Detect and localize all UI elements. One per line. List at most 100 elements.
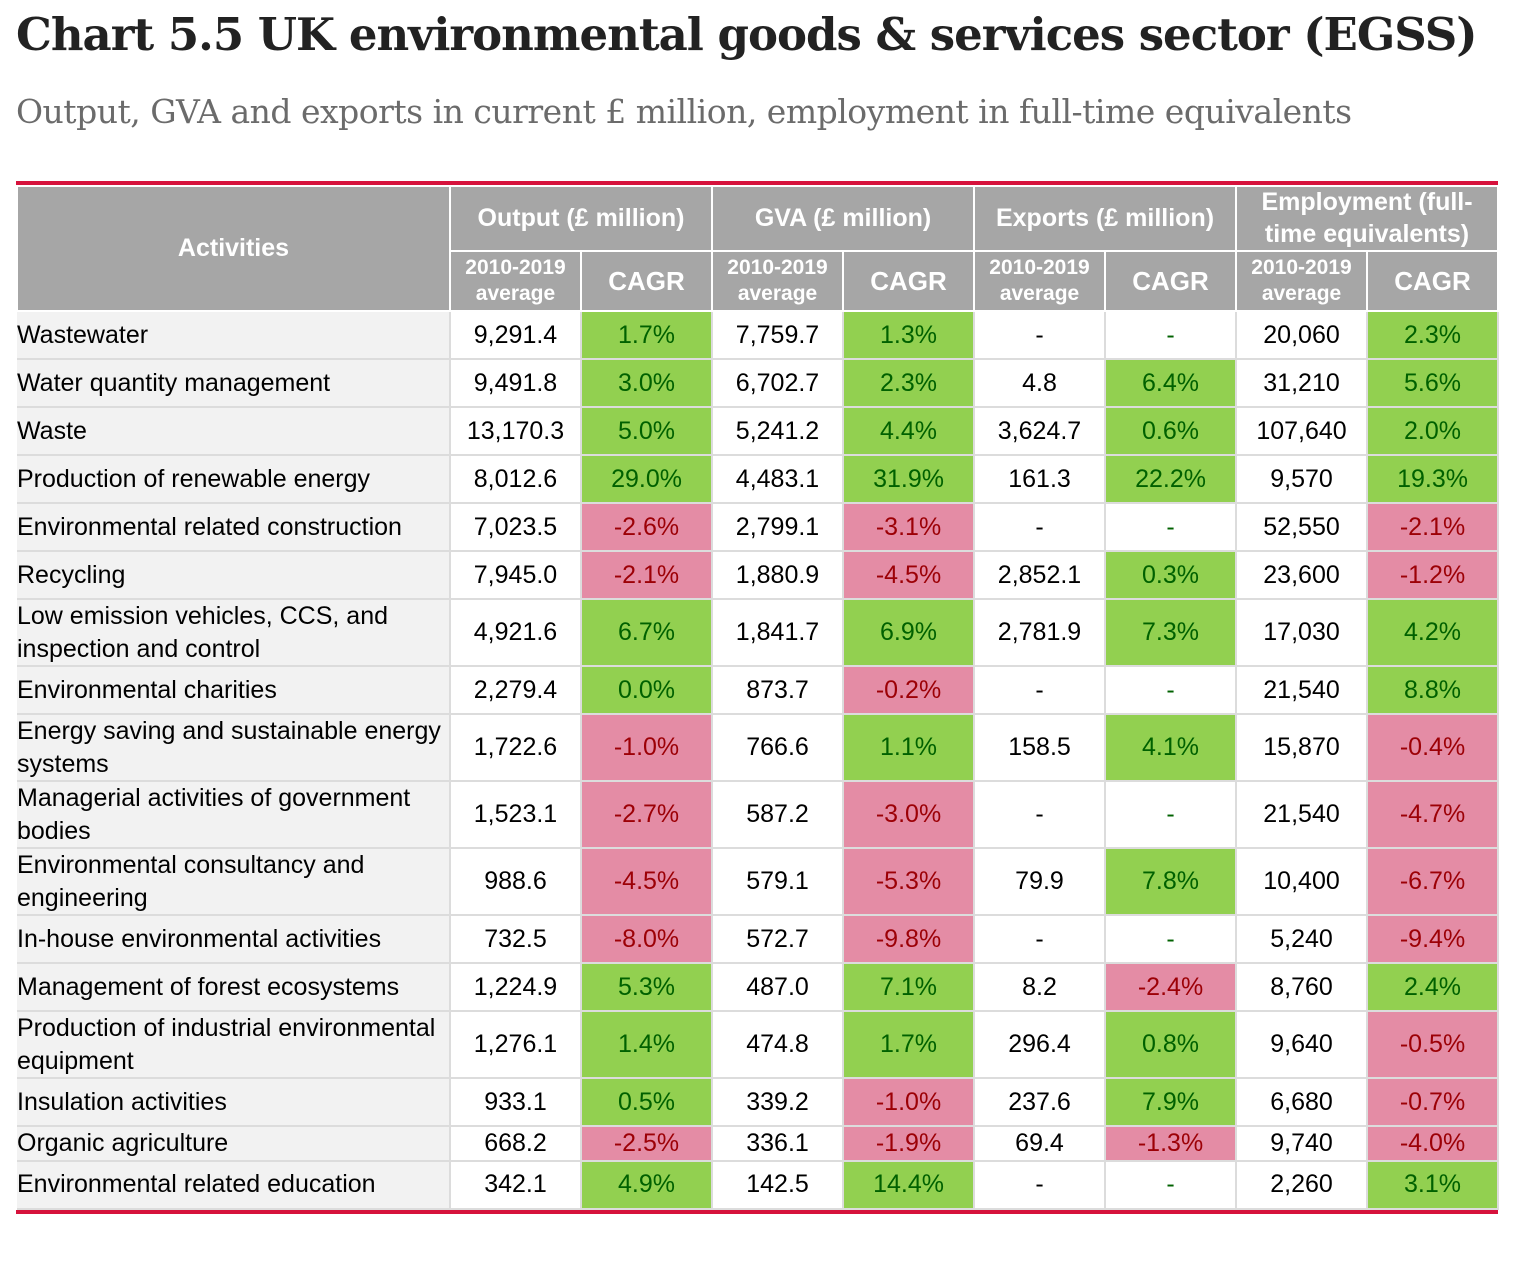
average-cell: 107,640 — [1235, 406, 1369, 456]
cagr-cell: -0.4% — [1366, 713, 1500, 782]
table-row: Wastewater 9,291.4 1.7% 7,759.7 1.3% - -20,060… — [17, 310, 1500, 360]
cagr-cell: 6.9% — [842, 598, 976, 667]
header-output: Output (£ million) — [448, 185, 714, 252]
activity-name: Wastewater — [17, 310, 451, 360]
cagr-cell: 4.9% — [579, 1159, 714, 1210]
cagr-cell: - — [1104, 665, 1238, 715]
average-cell: - — [973, 1159, 1107, 1210]
header-employment: Employment (full-time equivalents) — [1235, 185, 1500, 252]
average-cell: 1,880.9 — [711, 550, 845, 600]
cagr-cell: 0.0% — [579, 665, 714, 715]
subheader-average: 2010-2019 average — [449, 250, 582, 312]
average-cell: 1,722.6 — [449, 713, 582, 782]
average-cell: 3,624.7 — [973, 406, 1107, 456]
subheader-average: 2010-2019 average — [1235, 250, 1369, 312]
cagr-cell: -9.4% — [1366, 914, 1500, 964]
average-cell: 17,030 — [1235, 598, 1369, 667]
cagr-cell: -3.0% — [842, 780, 976, 849]
table-row: Production of renewable energy 8,012.6 29.… — [17, 454, 1500, 504]
cagr-cell: 1.3% — [842, 310, 976, 360]
activity-name: Environmental related education — [17, 1159, 451, 1210]
activity-name: Energy saving and sustainable energy sys… — [17, 713, 451, 782]
cagr-cell: 2.3% — [842, 358, 976, 408]
cagr-cell: -1.9% — [842, 1125, 976, 1162]
table-row: Managerial activities of government bodi… — [17, 780, 1500, 849]
cagr-cell: -2.4% — [1104, 962, 1238, 1012]
average-cell: 8.2 — [973, 962, 1107, 1012]
cagr-cell: 2.0% — [1366, 406, 1500, 456]
average-cell: 9,491.8 — [449, 358, 582, 408]
average-cell: 9,291.4 — [449, 310, 582, 360]
average-cell: 4,921.6 — [449, 598, 582, 667]
subheader-cagr: CAGR — [1366, 250, 1500, 312]
average-cell: 6,680 — [1235, 1077, 1369, 1127]
cagr-cell: -1.3% — [1104, 1125, 1238, 1162]
average-cell: 474.8 — [711, 1010, 845, 1079]
activity-name: Production of industrial environmental e… — [17, 1010, 451, 1079]
average-cell: 15,870 — [1235, 713, 1369, 782]
average-cell: - — [973, 665, 1107, 715]
cagr-cell: 8.8% — [1366, 665, 1500, 715]
average-cell: 4.8 — [973, 358, 1107, 408]
table-row: In-house environmental activities 732.5 -8… — [17, 914, 1500, 964]
cagr-cell: 2.3% — [1366, 310, 1500, 360]
average-cell: 579.1 — [711, 847, 845, 916]
table-row: Low emission vehicles, CCS, and inspecti… — [17, 598, 1500, 667]
cagr-cell: 0.6% — [1104, 406, 1238, 456]
cagr-cell: 5.3% — [579, 962, 714, 1012]
cagr-cell: 31.9% — [842, 454, 976, 504]
header-gva: GVA (£ million) — [711, 185, 976, 252]
cagr-cell: 1.7% — [579, 310, 714, 360]
chart-subtitle: Output, GVA and exports in current £ mil… — [16, 92, 1352, 131]
average-cell: 5,240 — [1235, 914, 1369, 964]
cagr-cell: 1.7% — [842, 1010, 976, 1079]
cagr-cell: 29.0% — [579, 454, 714, 504]
subheader-cagr: CAGR — [579, 250, 714, 312]
cagr-cell: 1.4% — [579, 1010, 714, 1079]
activity-name: Environmental related construction — [17, 502, 451, 552]
table-row: Production of industrial environmental e… — [17, 1010, 1500, 1079]
table-row: Environmental charities 2,279.4 0.0% 873.7-… — [17, 665, 1500, 715]
subheader-average: 2010-2019 average — [711, 250, 845, 312]
cagr-cell: 0.3% — [1104, 550, 1238, 600]
cagr-cell: 5.0% — [579, 406, 714, 456]
average-cell: 8,760 — [1235, 962, 1369, 1012]
cagr-cell: -3.1% — [842, 502, 976, 552]
average-cell: 587.2 — [711, 780, 845, 849]
average-cell: 69.4 — [973, 1125, 1107, 1162]
average-cell: 9,570 — [1235, 454, 1369, 504]
average-cell: 142.5 — [711, 1159, 845, 1210]
activity-name: Waste — [17, 406, 451, 456]
activity-name: Managerial activities of government bodi… — [17, 780, 451, 849]
average-cell: 1,224.9 — [449, 962, 582, 1012]
activity-name: Environmental consultancy and engineerin… — [17, 847, 451, 916]
average-cell: 296.4 — [973, 1010, 1107, 1079]
cagr-cell: 22.2% — [1104, 454, 1238, 504]
cagr-cell: 4.4% — [842, 406, 976, 456]
average-cell: 8,012.6 — [449, 454, 582, 504]
cagr-cell: -4.0% — [1366, 1125, 1500, 1162]
cagr-cell: - — [1104, 780, 1238, 849]
average-cell: 21,540 — [1235, 665, 1369, 715]
cagr-cell: 7.8% — [1104, 847, 1238, 916]
activity-name: Low emission vehicles, CCS, and inspecti… — [17, 598, 451, 667]
cagr-cell: - — [1104, 310, 1238, 360]
cagr-cell: 4.2% — [1366, 598, 1500, 667]
activity-name: Recycling — [17, 550, 451, 600]
average-cell: 161.3 — [973, 454, 1107, 504]
average-cell: 572.7 — [711, 914, 845, 964]
subheader-cagr: CAGR — [1104, 250, 1238, 312]
average-cell: 1,276.1 — [449, 1010, 582, 1079]
cagr-cell: -1.0% — [842, 1077, 976, 1127]
cagr-cell: -9.8% — [842, 914, 976, 964]
egss-table: Activities Output (£ million) GVA (£ mil… — [16, 185, 1500, 1210]
cagr-cell: -0.7% — [1366, 1077, 1500, 1127]
cagr-cell: - — [1104, 502, 1238, 552]
header-activities: Activities — [16, 185, 451, 312]
table-row: Management of forest ecosystems 1,224.9 5.… — [17, 962, 1500, 1012]
cagr-cell: 14.4% — [842, 1159, 976, 1210]
average-cell: 4,483.1 — [711, 454, 845, 504]
egss-table-container: Activities Output (£ million) GVA (£ mil… — [16, 181, 1500, 1214]
cagr-cell: 7.3% — [1104, 598, 1238, 667]
average-cell: 10,400 — [1235, 847, 1369, 916]
